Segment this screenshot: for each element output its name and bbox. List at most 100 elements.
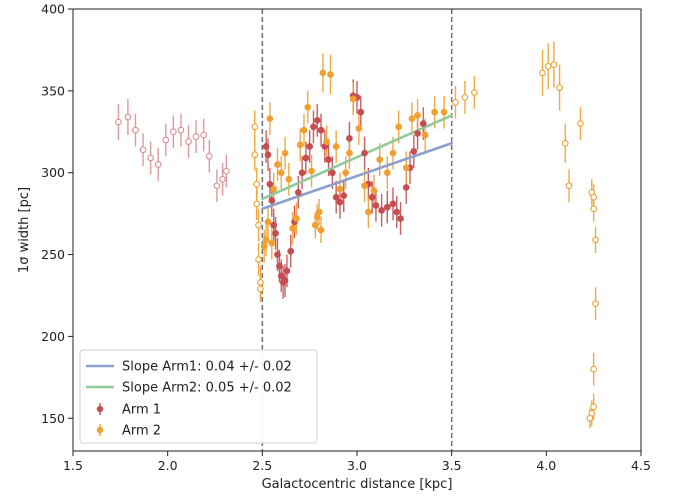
y-tick-label: 300: [41, 165, 65, 180]
arm2-outside-point-marker: [461, 94, 469, 101]
y-tick-label: 250: [41, 247, 65, 262]
x-tick-label: 4.0: [536, 458, 556, 473]
x-tick-label: 1.5: [63, 458, 83, 473]
arm1-outside-point-marker: [139, 146, 147, 154]
arm2-point-marker: [264, 218, 272, 226]
arm2-point-marker: [319, 69, 327, 77]
arm1-point-marker: [294, 188, 302, 196]
arm1-point-marker: [306, 143, 314, 150]
x-axis-ticks: 1.5 2.0 2.5 3.0 3.5 4.0 4.5: [63, 451, 651, 473]
x-tick-label: 4.5: [631, 458, 651, 473]
arm2-point-marker: [361, 182, 368, 190]
arm2-point-marker: [370, 187, 378, 195]
arm2-point-marker: [414, 112, 421, 119]
arm2-point-marker: [296, 141, 304, 149]
legend-arm1-marker: [96, 405, 104, 413]
arm1-outside-point-marker: [177, 126, 185, 134]
arm2-outside-point-marker: [539, 69, 546, 77]
arm2-outside-point-marker: [452, 98, 459, 106]
arm2-point-marker: [281, 149, 289, 157]
arm2-outside-point-marker: [255, 221, 262, 229]
arm1-outside-point-marker: [205, 152, 213, 160]
arm1-point-marker: [264, 151, 272, 159]
arm2-point-marker: [395, 123, 403, 131]
arm1-outside-point-marker: [147, 154, 154, 162]
legend: Slope Arm1: 0.04 +/- 0.02 Slope Arm2: 0.…: [79, 349, 318, 444]
y-axis-label: 1σ width [pc]: [17, 187, 32, 273]
arm1-point-marker: [329, 169, 336, 177]
arm2-point-marker: [355, 125, 363, 132]
arm2-point-marker: [376, 156, 384, 163]
arm2-point-marker: [332, 143, 340, 150]
arm2-point-marker: [262, 236, 270, 244]
arm1-point-marker: [302, 154, 310, 162]
arm2-point-marker: [285, 175, 293, 183]
arm1-point-marker: [397, 215, 404, 222]
fit-line-arm2: [261, 114, 453, 201]
arm2-outside-point-marker: [556, 84, 563, 91]
arm2-outside-point-marker: [590, 205, 598, 213]
arm2-point-marker: [300, 126, 308, 134]
y-tick-label: 350: [41, 83, 65, 98]
arm2-outside-point-marker: [544, 62, 552, 70]
arm1-outside-point-marker: [185, 138, 192, 145]
arm1-point-marker: [357, 108, 365, 116]
arm1-point-marker: [274, 251, 281, 258]
x-tick-label: 3.0: [347, 458, 367, 473]
legend-box: [79, 349, 318, 444]
arm1-point-marker: [410, 148, 418, 155]
arm2-outside-point-marker: [257, 279, 264, 286]
arm1-point-marker: [372, 202, 380, 209]
arm1-point-marker: [393, 208, 401, 216]
arm1-point-marker: [276, 262, 283, 270]
arm2-point-marker: [365, 208, 372, 216]
arm2-point-marker: [336, 185, 344, 193]
arm1-point-marker: [287, 247, 295, 255]
arm2-point-marker: [346, 149, 353, 157]
arm1-point-marker: [313, 116, 321, 124]
y-tick-label: 400: [41, 2, 65, 17]
arm2-outside-point-marker: [590, 365, 598, 373]
arm2-outside-point-marker: [253, 200, 261, 208]
arm2-point-marker: [308, 167, 315, 175]
arm1-outside-point-marker: [192, 133, 200, 141]
x-axis-label: Galactocentric distance [kpc]: [262, 477, 453, 492]
y-tick-label: 200: [41, 329, 65, 344]
arm2-outside-point-marker: [592, 236, 599, 244]
arm2-outside-point-marker: [251, 123, 259, 131]
x-tick-label: 3.5: [442, 458, 462, 473]
arm2-outside-point-marker: [471, 89, 478, 96]
arm2-point-marker: [277, 169, 285, 177]
legend-arm2-marker: [96, 426, 104, 434]
arm1-outside-point-marker: [115, 118, 122, 126]
arm2-point-marker: [311, 221, 319, 229]
arm2-point-marker: [327, 71, 334, 78]
arm1-outside-point-marker: [213, 182, 221, 190]
arm2-outside-point-marker: [590, 403, 598, 411]
arm2-point-marker: [260, 243, 268, 250]
y-tick-label: 150: [41, 411, 65, 426]
arm1-outside-point-marker: [124, 113, 132, 121]
arm2-outside-point-marker: [586, 414, 594, 422]
arm1-point-marker: [283, 267, 291, 275]
arm2-point-marker: [342, 169, 349, 177]
arm2-point-marker: [270, 185, 278, 193]
arm2-outside-point-marker: [561, 139, 569, 147]
x-tick-label: 2.5: [252, 458, 272, 473]
arm2-outside-point-marker: [565, 182, 573, 190]
arm1-point-marker: [262, 143, 270, 150]
legend-fit-arm1-label: Slope Arm1: 0.04 +/- 0.02: [122, 360, 292, 375]
arm1-point-marker: [310, 123, 317, 131]
arm1-point-marker: [272, 229, 279, 237]
arm1-point-marker: [383, 203, 391, 211]
arm1-outside-point-marker: [223, 167, 230, 175]
arm1-outside-point-marker: [162, 136, 170, 144]
arm1-point-marker: [361, 149, 368, 157]
y-axis-ticks: 150 200 250 300 350 400: [41, 2, 73, 426]
arm2-outside-point-marker: [255, 256, 262, 263]
arm2-point-marker: [274, 161, 281, 168]
arm2-point-marker: [402, 164, 410, 172]
arm2-point-marker: [349, 95, 357, 103]
arm2-outside-point-marker: [577, 120, 584, 127]
